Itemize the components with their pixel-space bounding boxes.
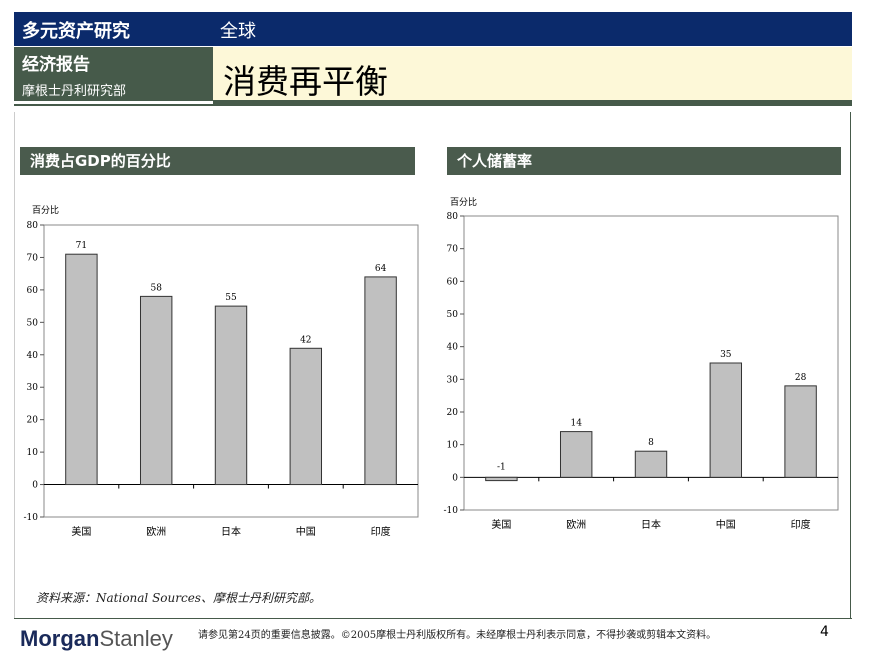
- x-tick-label: 印度: [791, 518, 811, 531]
- disclaimer: 请参见第24页的重要信息披露。©2005摩根士丹利版权所有。未经摩根士丹利表示同…: [198, 630, 717, 641]
- y-tick-label: 80: [447, 212, 459, 222]
- header-bar: 多元资产研究 全球: [14, 12, 852, 46]
- data-label: 55: [225, 293, 237, 303]
- team-name: 摩根士丹利研究部: [22, 84, 127, 99]
- source-note: 资料来源：National Sources、摩根士丹利研究部。: [36, 591, 321, 605]
- x-tick-label: 美国: [491, 518, 511, 531]
- y-tick-label: 20: [447, 408, 459, 418]
- logo-morgan: Morgan: [20, 626, 100, 651]
- morgan-stanley-logo: MorganStanley: [20, 626, 173, 652]
- section-header-savings: 个人储蓄率: [447, 147, 841, 175]
- page-number: 4: [820, 624, 829, 640]
- bar: [364, 276, 397, 486]
- report-type-panel: 经济报告 摩根士丹利研究部: [14, 47, 213, 101]
- region-label: 全球: [220, 21, 256, 42]
- bar: [289, 347, 323, 486]
- y-tick-label: 60: [447, 277, 459, 287]
- y-tick-label: 40: [27, 351, 39, 361]
- data-label: 14: [570, 419, 582, 429]
- y-axis-label: 百分比: [32, 204, 59, 216]
- bar: [559, 431, 593, 478]
- x-tick-label: 欧洲: [566, 519, 586, 531]
- footer-divider: [14, 618, 852, 619]
- chart-savings-rate: 百分比 -10 0 10 20 30 40 50 60 70 80 -1 美国 14 欧洲 8 日本 35 中国 28…: [444, 196, 839, 531]
- data-label: 35: [720, 350, 732, 360]
- y-tick-label: 30: [27, 383, 39, 393]
- x-tick-label: 美国: [71, 525, 91, 538]
- y-tick-label: 70: [447, 245, 459, 255]
- y-tick-label: -10: [24, 513, 39, 523]
- data-label: 42: [300, 335, 311, 345]
- bar: [214, 305, 248, 486]
- x-tick-label: 印度: [371, 525, 391, 538]
- bar: [634, 450, 668, 478]
- left-border: [14, 112, 15, 618]
- bar: [485, 476, 518, 482]
- y-tick-label: 60: [27, 286, 39, 296]
- y-axis-label: 百分比: [450, 196, 477, 208]
- report-type: 经济报告: [22, 55, 90, 75]
- series-title: 多元资产研究: [22, 21, 130, 42]
- y-tick-label: 50: [447, 310, 459, 320]
- y-tick-label: 10: [27, 448, 39, 458]
- bar: [139, 295, 173, 486]
- bar: [784, 385, 817, 478]
- x-tick-label: 日本: [221, 525, 241, 538]
- data-label: 28: [795, 373, 807, 383]
- x-tick-label: 中国: [296, 525, 316, 538]
- bar: [709, 362, 743, 478]
- y-tick-label: 50: [27, 318, 39, 328]
- data-label: 71: [76, 241, 87, 251]
- title-panel: 消费再平衡: [213, 47, 852, 101]
- y-tick-label: 30: [447, 375, 459, 385]
- data-label: 58: [150, 283, 162, 293]
- section-header-consumption: 消费占GDP的百分比: [20, 147, 415, 175]
- y-tick-label: 80: [27, 221, 39, 231]
- data-label: -1: [497, 462, 506, 472]
- logo-stanley: Stanley: [99, 626, 173, 651]
- y-tick-label: 40: [447, 343, 459, 353]
- y-tick-label: 20: [27, 416, 39, 426]
- page-title: 消费再平衡: [223, 62, 388, 101]
- y-tick-label: 10: [447, 441, 459, 451]
- x-tick-label: 欧洲: [146, 526, 166, 538]
- y-tick-label: -10: [444, 506, 459, 516]
- header-divider: [14, 104, 852, 106]
- data-label: 64: [375, 264, 387, 274]
- right-border: [850, 112, 851, 618]
- x-tick-label: 日本: [641, 518, 661, 531]
- data-label: 8: [648, 438, 654, 448]
- x-tick-label: 中国: [716, 518, 736, 531]
- y-tick-label: 70: [27, 253, 39, 263]
- y-tick-label: 0: [452, 473, 458, 483]
- chart-consumption-gdp: 百分比 -10 0 10 20 30 40 50 60 70 80 71 美国 58 欧洲 55 日本 42 中国 6…: [24, 204, 419, 538]
- bar: [65, 253, 98, 486]
- y-tick-label: 0: [32, 481, 38, 491]
- title-underline: [213, 100, 852, 104]
